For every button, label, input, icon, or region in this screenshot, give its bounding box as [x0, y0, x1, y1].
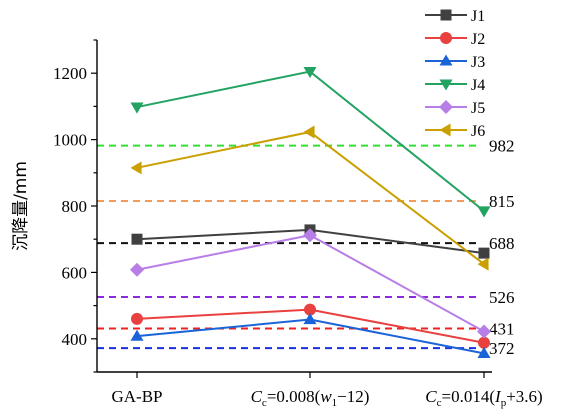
legend-marker-j2 — [440, 32, 452, 44]
data-point-j4 — [130, 102, 144, 114]
series-line-j6 — [136, 130, 485, 265]
data-point-j5 — [303, 228, 317, 243]
data-point-j6 — [303, 125, 315, 139]
data-point-j4 — [303, 66, 317, 79]
data-point-j1 — [131, 233, 143, 245]
legend-label-j5: J5 — [471, 100, 485, 117]
legend-marker-j6 — [439, 123, 451, 137]
y-tick-label: 1000 — [53, 131, 87, 150]
reference-label-815: 815 — [489, 192, 515, 211]
legend-label-j3: J3 — [471, 54, 485, 71]
series-line-j4 — [136, 70, 485, 212]
legend-marker-j4 — [439, 79, 453, 91]
data-point-j2 — [304, 303, 316, 316]
data-point-j5 — [477, 324, 491, 339]
reference-label-688: 688 — [489, 234, 515, 253]
legend-marker-j3 — [439, 54, 453, 66]
reference-label-982: 982 — [489, 137, 515, 156]
data-point-j3 — [130, 329, 144, 341]
data-point-j2 — [478, 336, 490, 349]
y-tick-label: 400 — [62, 330, 88, 349]
data-point-j3 — [477, 346, 491, 358]
data-point-j5 — [130, 262, 144, 277]
x-tick-label: Cc=0.014(Ip+3.6) — [425, 387, 542, 409]
y-tick-label: 600 — [62, 263, 88, 282]
data-point-j6 — [477, 257, 489, 271]
series-lines — [130, 66, 491, 358]
data-point-j3 — [303, 313, 317, 325]
data-point-j6 — [130, 161, 142, 175]
legend-label-j1: J1 — [471, 8, 485, 25]
legend: J1 J2 J3 J4 J5 J6 — [425, 8, 485, 140]
data-point-j2 — [131, 312, 143, 325]
reference-label-526: 526 — [489, 288, 515, 307]
x-tick-label: Cc=0.008(w1−12) — [251, 387, 370, 409]
y-axis-label: 沉降量/mm — [11, 161, 31, 251]
series-line-j3 — [136, 318, 485, 355]
reference-label-372: 372 — [489, 339, 515, 358]
legend-label-j4: J4 — [471, 77, 485, 94]
legend-marker-j1 — [440, 9, 452, 21]
axes: 400 600 800 1000 1200 沉降量/mm GA-BP Cc=0.008(w1−… — [11, 39, 543, 409]
x-tick-label: GA-BP — [111, 387, 162, 406]
legend-marker-j5 — [439, 100, 453, 114]
data-point-j4 — [477, 206, 491, 218]
y-tick-label: 800 — [62, 197, 88, 216]
data-point-j1 — [478, 247, 490, 259]
legend-label-j6: J6 — [471, 123, 485, 140]
y-tick-label: 1200 — [53, 64, 87, 83]
legend-label-j2: J2 — [471, 31, 485, 48]
reference-label-431: 431 — [489, 320, 515, 339]
